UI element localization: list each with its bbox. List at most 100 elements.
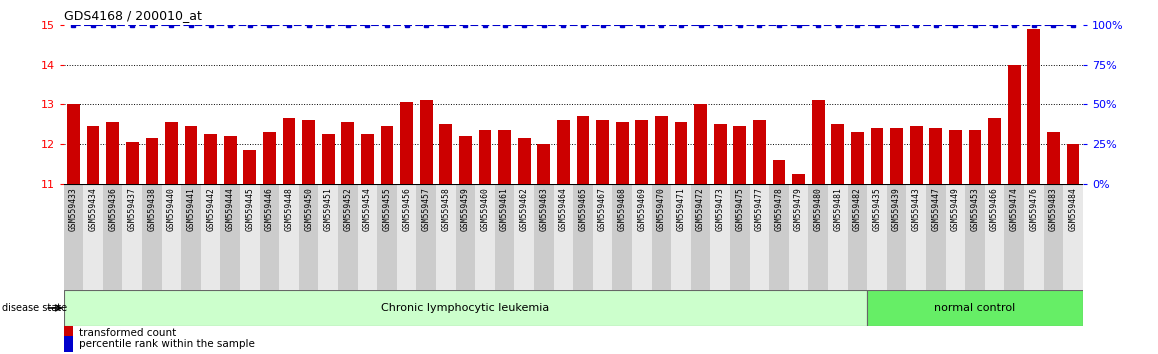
Bar	[828, 184, 848, 294]
Text: GSM559457: GSM559457	[422, 187, 431, 231]
Text: GSM559442: GSM559442	[206, 187, 215, 231]
Bar	[675, 122, 688, 184]
Bar	[694, 104, 706, 184]
Bar	[769, 184, 789, 294]
Bar	[103, 184, 123, 294]
Bar	[146, 138, 159, 184]
Bar	[910, 126, 923, 184]
Text: GSM559473: GSM559473	[716, 187, 725, 231]
Bar	[831, 124, 844, 184]
Text: GSM559436: GSM559436	[108, 187, 117, 231]
Text: GSM559459: GSM559459	[461, 187, 470, 231]
Bar	[437, 184, 455, 294]
Bar	[64, 184, 83, 294]
Bar	[1004, 184, 1024, 294]
Bar	[459, 136, 471, 184]
Text: GSM559465: GSM559465	[579, 187, 587, 231]
Bar	[930, 128, 943, 184]
Text: GSM559454: GSM559454	[362, 187, 372, 231]
Bar	[478, 130, 491, 184]
Bar	[907, 184, 926, 294]
Bar	[792, 174, 805, 184]
Text: GSM559443: GSM559443	[911, 187, 921, 231]
Bar	[655, 116, 668, 184]
Text: GSM559450: GSM559450	[305, 187, 313, 231]
Bar	[123, 184, 142, 294]
Bar	[713, 124, 726, 184]
Bar	[573, 184, 593, 294]
Text: GSM559462: GSM559462	[520, 187, 529, 231]
Bar	[107, 122, 119, 184]
Text: GSM559476: GSM559476	[1029, 187, 1039, 231]
Text: GSM559481: GSM559481	[834, 187, 842, 231]
Bar	[87, 126, 100, 184]
Text: GSM559471: GSM559471	[676, 187, 686, 231]
Bar	[220, 184, 240, 294]
Bar	[475, 184, 494, 294]
Text: GSM559456: GSM559456	[402, 187, 411, 231]
Bar	[1063, 184, 1083, 294]
Bar	[204, 134, 217, 184]
Bar	[557, 120, 570, 184]
Text: Chronic lymphocytic leukemia: Chronic lymphocytic leukemia	[381, 303, 550, 313]
Bar	[710, 184, 730, 294]
Bar	[950, 130, 961, 184]
Bar	[596, 120, 609, 184]
Bar	[401, 102, 413, 184]
Bar	[636, 120, 648, 184]
Bar	[616, 122, 629, 184]
Bar	[498, 130, 511, 184]
Text: GSM559460: GSM559460	[481, 187, 490, 231]
Text: GSM559477: GSM559477	[755, 187, 764, 231]
Text: GSM559452: GSM559452	[343, 187, 352, 231]
Bar	[534, 184, 554, 294]
Bar	[851, 132, 864, 184]
Bar	[867, 184, 887, 294]
Text: GSM559440: GSM559440	[167, 187, 176, 231]
Text: GSM559474: GSM559474	[1010, 187, 1019, 231]
Text: GSM559475: GSM559475	[735, 187, 745, 231]
Bar	[318, 184, 338, 294]
Bar	[1067, 144, 1079, 184]
Bar	[613, 184, 632, 294]
Bar	[358, 184, 378, 294]
Bar	[652, 184, 672, 294]
Text: GDS4168 / 200010_at: GDS4168 / 200010_at	[64, 9, 201, 22]
Bar	[733, 126, 746, 184]
Bar	[812, 101, 824, 184]
Bar	[514, 184, 534, 294]
Bar	[322, 134, 335, 184]
Bar	[1047, 132, 1060, 184]
Text: normal control: normal control	[935, 303, 1016, 313]
Text: percentile rank within the sample: percentile rank within the sample	[79, 339, 255, 349]
Bar	[554, 184, 573, 294]
Bar	[417, 184, 437, 294]
Bar	[83, 184, 103, 294]
Bar	[730, 184, 749, 294]
Bar	[420, 101, 433, 184]
Bar	[577, 116, 589, 184]
Bar	[381, 126, 394, 184]
Text: GSM559435: GSM559435	[872, 187, 881, 231]
Bar	[279, 184, 299, 294]
Bar	[887, 184, 907, 294]
Bar	[632, 184, 652, 294]
Bar	[672, 184, 691, 294]
Bar	[455, 184, 475, 294]
Bar	[537, 144, 550, 184]
Text: GSM559449: GSM559449	[951, 187, 960, 231]
Bar	[772, 160, 785, 184]
Bar	[126, 142, 139, 184]
Bar	[891, 128, 903, 184]
Bar	[263, 132, 276, 184]
Bar	[299, 184, 318, 294]
Text: GSM559480: GSM559480	[814, 187, 822, 231]
Bar	[342, 122, 354, 184]
Bar	[338, 184, 358, 294]
Bar	[753, 120, 765, 184]
Text: GSM559444: GSM559444	[226, 187, 235, 231]
Text: GSM559470: GSM559470	[657, 187, 666, 231]
Bar	[848, 184, 867, 294]
Bar	[984, 184, 1004, 294]
Text: GSM559484: GSM559484	[1069, 187, 1077, 231]
